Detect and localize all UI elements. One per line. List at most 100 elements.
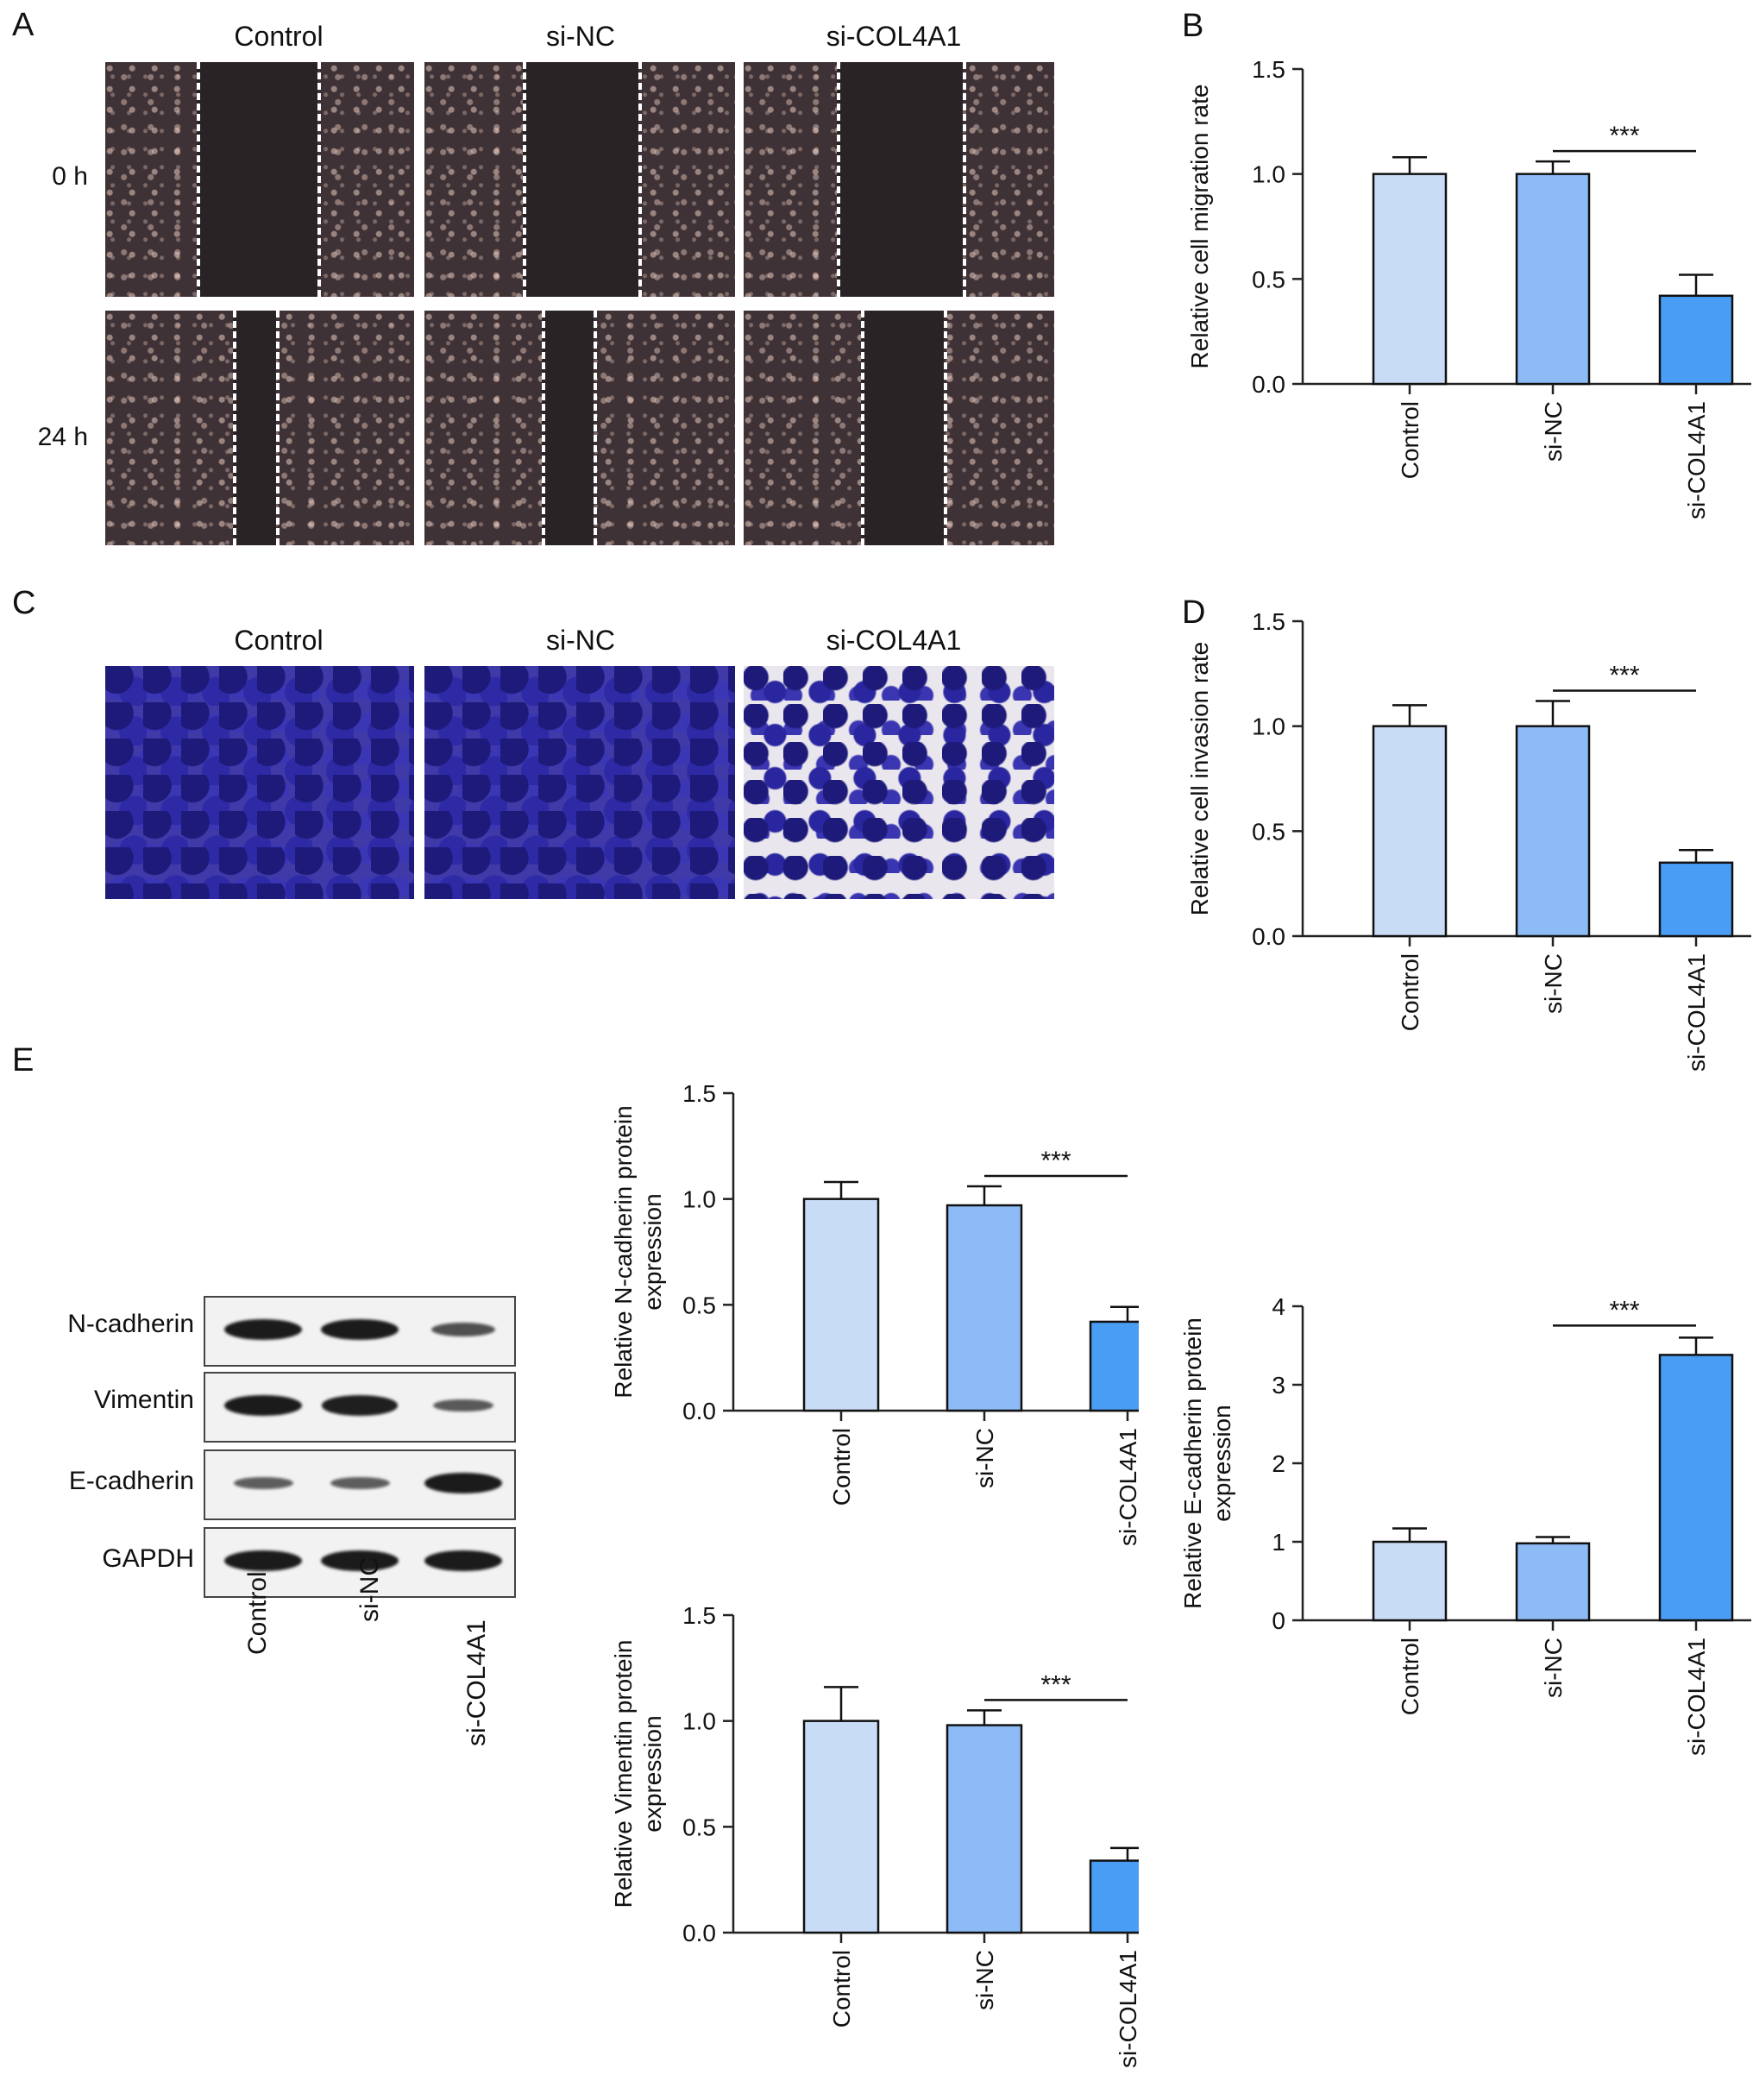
- blot-band-vimentin-lane-2: [432, 1399, 494, 1412]
- y-tick-label-e1-3: 1.5: [682, 1080, 716, 1107]
- x-tick-label-d-2: si-COL4A1: [1683, 953, 1710, 1072]
- bar-e1-2: [1089, 1320, 1139, 1412]
- y-tick-label-b-1: 0.5: [1252, 266, 1285, 292]
- blot-band-gapdh-lane-2: [424, 1550, 502, 1571]
- panel-letter-d: D: [1182, 594, 1205, 631]
- blot-lane-label-si-col4a1: si-COL4A1: [462, 1619, 491, 1746]
- y-axis-label-e1-0: Relative N-cadherin protein: [610, 1105, 637, 1398]
- y-tick-label-b-3: 1.5: [1252, 56, 1285, 83]
- bar-b-0: [1372, 173, 1448, 386]
- y-tick-label-b-0: 0.0: [1252, 371, 1285, 398]
- x-tick-label-b-0: Control: [1397, 401, 1423, 479]
- significance-label-e3: ***: [1609, 1296, 1639, 1324]
- x-tick-label-d-0: Control: [1397, 953, 1423, 1031]
- blot-band-e-cadherin-lane-2: [424, 1473, 502, 1493]
- blot-label-e-cadherin: E-cadherin: [68, 1467, 194, 1495]
- x-tick-label-b-2: si-COL4A1: [1683, 401, 1710, 519]
- x-tick-label-e3-2: si-COL4A1: [1683, 1638, 1710, 1756]
- y-tick-label-e3-3: 3: [1272, 1372, 1285, 1399]
- chart-invasion-rate: D 0.0 0.5 1.0 1.5 Relative cell invasion rate…: [1182, 594, 1751, 1072]
- y-tick-label-e3-0: 0: [1272, 1607, 1285, 1634]
- y-tick-label-d-0: 0.0: [1252, 923, 1285, 950]
- panel-letter-c: C: [12, 585, 36, 621]
- blot-band-vimentin-lane-0: [224, 1395, 302, 1416]
- y-axis-label-e3-1: expression: [1209, 1405, 1235, 1521]
- bar-e2-2: [1089, 1859, 1139, 1934]
- bar-d-1: [1515, 725, 1591, 938]
- chart-migration-rate: B 0.0 0.5 1.0 1.5 Relative cell migration rat…: [1182, 8, 1751, 519]
- y-tick-label-e3-1: 1: [1272, 1529, 1285, 1556]
- y-axis-label-b-0: Relative cell migration rate: [1186, 85, 1213, 369]
- blot-lane-label-control: Control: [243, 1571, 272, 1655]
- blot-band-gapdh-lane-0: [224, 1550, 302, 1571]
- blot-band-n-cadherin-lane-1: [321, 1319, 399, 1340]
- y-tick-label-b-2: 1.0: [1252, 161, 1285, 188]
- panel-c-group-label-control: Control: [234, 625, 324, 656]
- blot-band-e-cadherin-lane-1: [330, 1476, 390, 1490]
- y-tick-label-d-2: 1.0: [1252, 714, 1285, 740]
- y-tick-label-e3-2: 2: [1272, 1450, 1285, 1477]
- bar-d-0: [1372, 725, 1448, 938]
- y-tick-label-e3-4: 4: [1272, 1293, 1285, 1320]
- micrograph-0h-control: [105, 62, 414, 297]
- chart-e-cadherin-expression: 0 1 2 3 4 Relative E-cadherin protein expressi…: [1182, 1293, 1751, 1756]
- panel-c-group-label-si-col4a1: si-COL4A1: [826, 625, 962, 656]
- x-tick-label-e2-2: si-COL4A1: [1115, 1950, 1139, 2068]
- micrograph-0h-si-col4a1: [744, 62, 1054, 297]
- bar-e1-1: [946, 1204, 1023, 1412]
- x-tick-label-e3-1: si-NC: [1540, 1638, 1567, 1698]
- x-tick-label-e2-1: si-NC: [971, 1950, 998, 2010]
- panel-a-group-label-control: Control: [234, 21, 324, 52]
- bar-e2-0: [802, 1720, 880, 1934]
- x-tick-label-e1-2: si-COL4A1: [1115, 1428, 1139, 1546]
- bar-e3-1: [1515, 1542, 1591, 1622]
- blot-label-vimentin: Vimentin: [93, 1386, 194, 1414]
- micrograph-24h-si-col4a1: [744, 311, 1054, 545]
- blot-band-vimentin-lane-1: [321, 1395, 399, 1416]
- micrograph-24h-si-nc: [424, 311, 735, 545]
- y-tick-label-e2-0: 0.0: [682, 1920, 716, 1946]
- chart-vimentin-expression: 0.0 0.5 1.0 1.5 Relative Vimentin protein exp…: [610, 1602, 1139, 2068]
- bar-e3-0: [1372, 1540, 1448, 1622]
- panel-letter-b: B: [1182, 8, 1203, 44]
- micrograph-0h-si-nc: [424, 62, 735, 297]
- significance-label-d: ***: [1609, 661, 1639, 689]
- y-tick-label-e1-1: 0.5: [682, 1292, 716, 1318]
- significance-label-e2: ***: [1040, 1670, 1071, 1699]
- bar-d-2: [1658, 861, 1734, 938]
- bar-e3-2: [1658, 1354, 1734, 1622]
- bar-e2-1: [946, 1724, 1023, 1934]
- significance-label-e1: ***: [1040, 1147, 1071, 1175]
- y-axis-label-d-0: Relative cell invasion rate: [1186, 642, 1213, 916]
- time-label-0h: 0 h: [52, 162, 88, 191]
- blot-label-gapdh: GAPDH: [102, 1544, 194, 1573]
- bar-e1-0: [802, 1198, 880, 1412]
- y-tick-label-d-1: 0.5: [1252, 818, 1285, 845]
- y-axis-label-e1-1: expression: [639, 1193, 666, 1310]
- x-tick-label-e1-1: si-NC: [971, 1428, 998, 1488]
- panel-letter-a: A: [12, 7, 35, 43]
- y-tick-label-d-3: 1.5: [1252, 608, 1285, 635]
- chart-n-cadherin-expression: 0.0 0.5 1.0 1.5 Relative N-cadherin protein e…: [610, 1080, 1139, 1546]
- blot-band-gapdh-lane-1: [321, 1550, 399, 1571]
- x-tick-label-d-1: si-NC: [1540, 953, 1567, 1014]
- panel-c-group-label-si-nc: si-NC: [546, 625, 615, 656]
- bar-b-2: [1658, 294, 1734, 386]
- bar-b-1: [1515, 173, 1591, 386]
- blot-band-n-cadherin-lane-0: [224, 1319, 302, 1340]
- blot-band-n-cadherin-lane-2: [431, 1322, 495, 1337]
- blot-lane-label-si-nc: si-NC: [355, 1557, 384, 1622]
- micrograph-24h-control: [105, 311, 414, 545]
- blot-band-e-cadherin-lane-0: [233, 1476, 293, 1490]
- y-axis-label-e2-0: Relative Vimentin protein: [610, 1640, 637, 1908]
- time-label-24h: 24 h: [37, 423, 88, 451]
- invasion-image-si-nc: [424, 666, 735, 899]
- y-tick-label-e2-3: 1.5: [682, 1602, 716, 1629]
- invasion-image-control: [105, 666, 414, 899]
- y-axis-label-e2-1: expression: [639, 1715, 666, 1832]
- panel-a-group-label-si-col4a1: si-COL4A1: [826, 21, 962, 52]
- x-tick-label-e2-0: Control: [828, 1950, 855, 2028]
- blot-label-n-cadherin: N-cadherin: [67, 1310, 194, 1338]
- x-tick-label-e3-0: Control: [1397, 1638, 1423, 1715]
- x-tick-label-e1-0: Control: [828, 1428, 855, 1506]
